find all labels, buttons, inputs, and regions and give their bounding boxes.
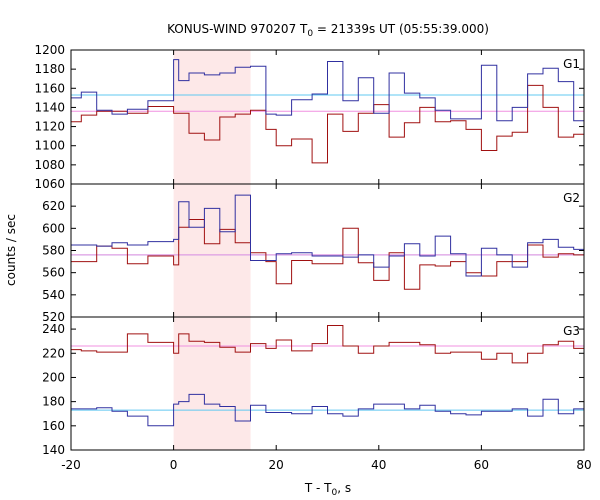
x-tick-label: 40	[371, 458, 386, 472]
x-tick-label: 60	[474, 458, 489, 472]
panel-label: G1	[563, 57, 580, 71]
series-blue-histogram	[71, 194, 585, 277]
y-tick-label: 1160	[34, 81, 65, 95]
series-red-histogram	[71, 84, 584, 164]
series-blue-histogram	[71, 59, 584, 122]
highlight-region	[173, 184, 251, 317]
x-tick-label: -20	[61, 458, 81, 472]
panel-g3: 140 160 180 200 220 240 G3	[42, 316, 585, 457]
x-tick-label: 0	[170, 458, 178, 472]
panel-frame	[70, 183, 585, 318]
panel-label: G2	[563, 191, 580, 205]
y-tick-label: 1120	[34, 120, 65, 134]
y-tick-label: 180	[42, 395, 65, 409]
panel-g1: 1060 1080 1100 1120 1140 1160 1180 1200 G1	[34, 43, 585, 191]
y-tick-label: 1100	[34, 139, 65, 153]
x-axis-label: T - T0, s	[304, 481, 351, 498]
y-tick-label: 1140	[34, 100, 65, 114]
y-tick-label: 520	[42, 310, 65, 324]
y-tick-label: 620	[42, 199, 65, 213]
y-tick-label: 1200	[34, 43, 65, 57]
y-tick-label: 160	[42, 419, 65, 433]
y-tick-label: 1180	[34, 62, 65, 76]
y-axis-label: counts / sec	[4, 214, 18, 286]
series-red-histogram	[71, 325, 584, 364]
series-red-histogram	[71, 219, 585, 290]
y-tick-label: 600	[42, 221, 65, 235]
y-tick-label: 240	[42, 322, 65, 336]
y-tick-label: 1080	[34, 158, 65, 172]
y-tick-label: 140	[42, 443, 65, 457]
panel-g2: 520 540 560 580 600 620 G2	[42, 183, 585, 324]
panel-label: G3	[563, 324, 580, 338]
highlight-region	[173, 317, 251, 450]
highlight-region	[173, 50, 251, 184]
y-tick-label: 540	[42, 288, 65, 302]
y-tick-label: 200	[42, 370, 65, 384]
y-tick-label: 1060	[34, 177, 65, 191]
chart-title: KONUS-WIND 970207 T0 = 21339s UT (05:55:…	[167, 22, 489, 39]
x-tick-label: 80	[576, 458, 591, 472]
panel-frame	[70, 316, 585, 451]
y-tick-label: 560	[42, 266, 65, 280]
y-tick-label: 580	[42, 244, 65, 258]
y-tick-label: 220	[42, 346, 65, 360]
panels: 1060 1080 1100 1120 1140 1160 1180 1200 G1 520 540…	[34, 43, 591, 472]
x-tick-label: 20	[269, 458, 284, 472]
series-blue-histogram	[71, 393, 584, 427]
